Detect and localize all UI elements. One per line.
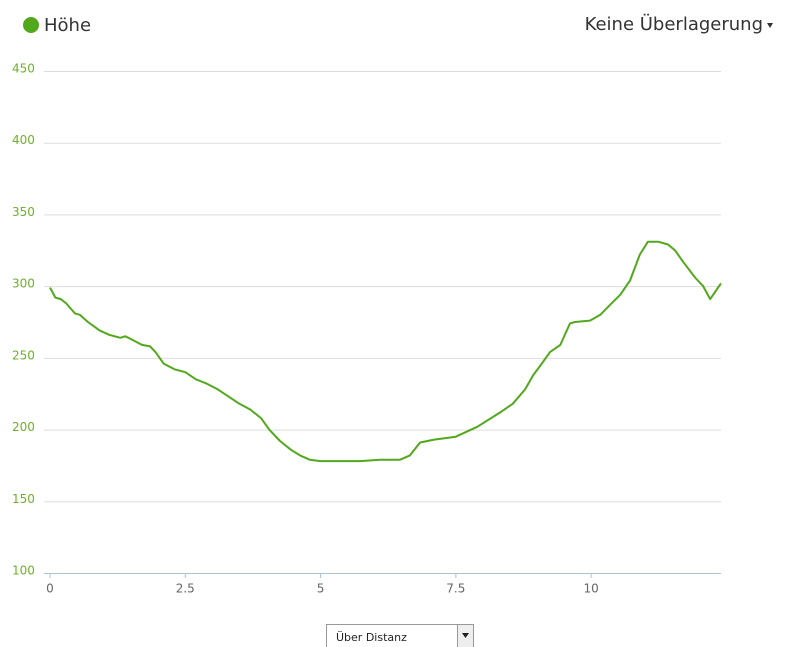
y-tick-label: 250	[12, 348, 35, 362]
y-tick-label: 450	[12, 62, 35, 76]
line	[49, 240, 722, 463]
x-tick-label: 10	[583, 582, 598, 596]
legend-label[interactable]: Höhe	[44, 15, 91, 36]
menu-caret	[767, 23, 773, 28]
select[interactable]: Über Distanz	[326, 624, 474, 647]
y-tick-label: 300	[12, 277, 35, 291]
x-tick-label: 7.5	[446, 582, 465, 596]
overlay-menu[interactable]: Keine Überlagerung	[585, 13, 763, 35]
x-tick-label: 0	[46, 582, 54, 596]
select-arrow	[462, 633, 469, 638]
x-tick-label: 5	[317, 582, 325, 596]
y-tick-label: 350	[12, 205, 35, 219]
y-tick-label: 200	[12, 420, 35, 434]
y-tick-label: 400	[12, 133, 35, 147]
x-tick-label: 2.5	[176, 582, 195, 596]
y-tick-label: 100	[12, 564, 35, 578]
select-label: Über Distanz	[336, 631, 407, 644]
y-tick-label: 150	[12, 492, 35, 506]
legend-swatch	[23, 17, 39, 33]
